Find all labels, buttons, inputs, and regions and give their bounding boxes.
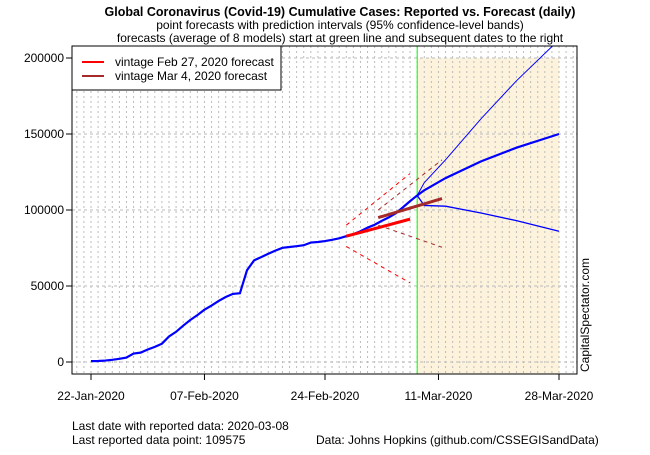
x-tick-label: 11-Mar-2020 [405, 389, 473, 403]
footer-last-date: Last date with reported data: 2020-03-08 [72, 419, 289, 433]
y-tick-label: 150000 [24, 127, 64, 141]
x-tick-label: 22-Jan-2020 [57, 389, 125, 403]
chart-subtitle-1: point forecasts with prediction interval… [156, 18, 524, 32]
vintage-feb27-point [345, 217, 411, 238]
x-tick-label: 24-Feb-2020 [291, 389, 360, 403]
forecast-point-line [416, 132, 560, 197]
y-tick-label: 0 [57, 355, 64, 369]
chart-title: Global Coronavirus (Covid-19) Cumulative… [105, 5, 576, 19]
legend-label-mar4: vintage Mar 4, 2020 forecast [115, 69, 268, 83]
vintage-feb27-lower [346, 246, 411, 284]
legend-label-feb27: vintage Feb 27, 2020 forecast [115, 55, 274, 69]
plot-frame [71, 45, 578, 375]
vintage-mar4-upper [377, 159, 443, 211]
y-tick-label: 50000 [31, 279, 65, 293]
y-tick-label: 100000 [24, 203, 64, 217]
forecast-upper-band [416, 46, 554, 196]
vintage-mar4-point [377, 197, 443, 220]
chart-subtitle-2: forecasts (average of 8 models) start at… [117, 31, 564, 45]
footer-last-point: Last reported data point: 109575 [72, 433, 246, 447]
reported-line [90, 194, 418, 363]
y-tick-label: 200000 [24, 51, 64, 65]
vintage-feb27-upper [345, 173, 411, 226]
x-tick-label: 28-Mar-2020 [525, 389, 594, 403]
legend: vintage Feb 27, 2020 forecast vintage Ma… [71, 45, 282, 91]
footer-source: Data: Johns Hopkins (github.com/CSSEGISa… [316, 433, 599, 447]
watermark: CapitalSpectator.com [578, 258, 592, 372]
series-group [90, 46, 560, 363]
x-tick-label: 07-Feb-2020 [170, 389, 239, 403]
vintage-mar4-lower [378, 224, 443, 248]
